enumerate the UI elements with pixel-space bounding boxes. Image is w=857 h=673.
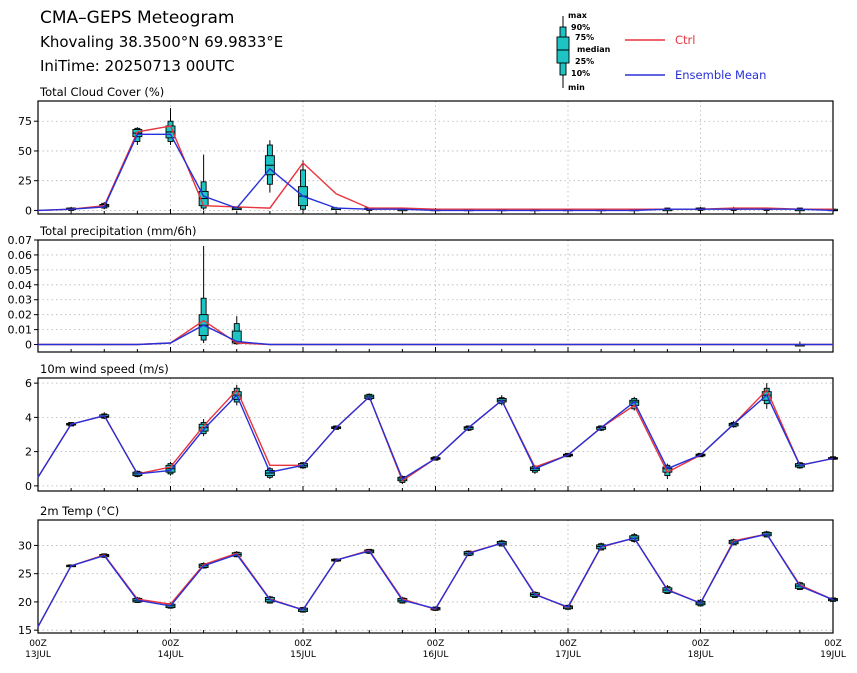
legend-box-label: min <box>568 83 585 92</box>
x-tick-date-label: 13JUL <box>25 650 51 660</box>
y-tick-label: 0 <box>25 339 32 352</box>
ensemble-box <box>794 341 805 347</box>
ensemble-mean-line <box>37 393 834 481</box>
x-tick-label: 00Z <box>294 639 312 649</box>
y-tick-label: 0.01 <box>8 324 33 337</box>
x-tick-label: 00Z <box>29 639 47 649</box>
panel-4: 2m Temp (°C) 15 20 25 30 <box>18 504 838 637</box>
x-tick-date-label: 17JUL <box>555 650 581 660</box>
y-tick-label: 0.07 <box>8 234 33 247</box>
ctrl-line <box>37 125 833 212</box>
y-tick-label: 0.04 <box>8 279 33 292</box>
panel-title: 10m wind speed (m/s) <box>40 362 169 376</box>
ensemble-box <box>165 461 176 476</box>
panel-title: Total precipitation (mm/6h) <box>39 224 196 238</box>
y-tick-label: 0.05 <box>8 264 33 277</box>
legend-ctrl-label: Ctrl <box>675 33 695 47</box>
x-tick-label: 00Z <box>162 639 180 649</box>
y-tick-label: 4 <box>25 411 32 424</box>
y-tick-label: 25 <box>18 568 32 581</box>
legend-box-label: 25% <box>575 57 594 66</box>
panel-frame <box>37 519 834 634</box>
x-tick-date-label: 19JUL <box>820 650 846 660</box>
ensemble-box <box>264 140 275 193</box>
y-tick-label: 25 <box>18 175 32 188</box>
ensemble-box <box>198 154 209 211</box>
x-tick-date-label: 14JUL <box>158 650 184 660</box>
panel-frame <box>37 100 834 215</box>
ctrl-line <box>38 319 833 346</box>
meteogram-title: CMA–GEPS Meteogram <box>40 8 235 28</box>
y-tick-label: 0 <box>25 204 32 217</box>
panel-title: 2m Temp (°C) <box>40 504 119 518</box>
legend-box-label: 90% <box>571 23 590 32</box>
x-tick-date-label: 15JUL <box>290 650 316 660</box>
panel-frame <box>37 377 834 492</box>
x-tick-date-label: 16JUL <box>423 650 449 660</box>
y-tick-label: 20 <box>18 596 32 609</box>
x-tick-label: 00Z <box>692 639 710 649</box>
ensemble-mean-line <box>37 533 834 628</box>
panel-1: Total Cloud Cover (%) 0 25 50 75 <box>18 85 838 217</box>
ensemble-mean-line <box>37 133 834 212</box>
y-tick-label: 0.06 <box>8 249 33 262</box>
ctrl-line <box>37 388 834 482</box>
y-tick-label: 2 <box>25 446 32 459</box>
x-tick-date-label: 18JUL <box>688 650 714 660</box>
y-tick-label: 15 <box>18 624 32 637</box>
panel-3: 10m wind speed (m/s) 0 2 4 6 <box>25 362 838 493</box>
y-tick-label: 0 <box>25 480 32 493</box>
legend-mean-label: Ensemble Mean <box>675 68 766 82</box>
panel-2: Total precipitation (mm/6h) 0 0.01 0.02 0.03… <box>8 224 834 353</box>
y-tick-label: 0.03 <box>8 294 33 307</box>
y-tick-label: 75 <box>18 115 32 128</box>
y-tick-label: 0.02 <box>8 309 33 322</box>
x-tick-label: 00Z <box>824 639 842 649</box>
legend-box-label: max <box>568 11 588 20</box>
ensemble-box <box>231 316 242 345</box>
legend-box-label: 75% <box>575 33 594 42</box>
x-tick-label: 00Z <box>559 639 577 649</box>
panel-title: Total Cloud Cover (%) <box>39 85 164 99</box>
x-tick-label: 00Z <box>427 639 445 649</box>
legend: max 90%75% median 25% 10% min Ctrl Ensemble Mea… <box>556 11 766 92</box>
ensemble-box <box>264 467 275 480</box>
legend-box-label: 10% <box>571 69 590 78</box>
y-tick-label: 30 <box>18 539 32 552</box>
legend-box-label: median <box>577 45 611 54</box>
ensemble-mean-line <box>38 324 833 346</box>
location-label: Khovaling 38.3500°N 69.9833°E <box>40 33 284 51</box>
y-tick-label: 6 <box>25 377 32 390</box>
init-time-label: IniTime: 20250713 00UTC <box>40 57 235 75</box>
y-tick-label: 50 <box>18 145 32 158</box>
ensemble-box <box>198 245 209 344</box>
